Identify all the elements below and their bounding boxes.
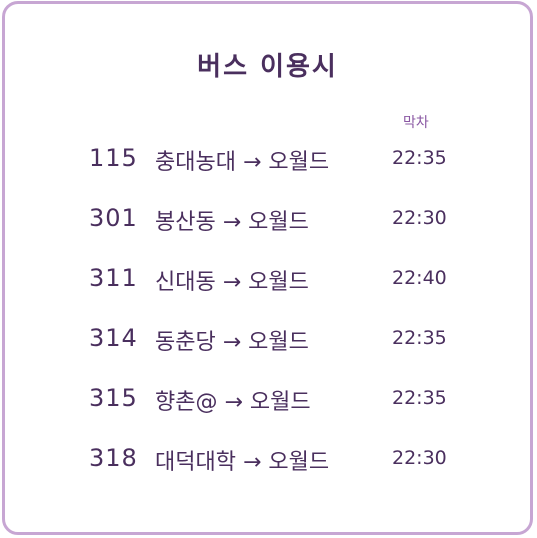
bus-number: 115 <box>89 144 138 172</box>
route-text: 봉산동 → 오월드 <box>155 210 309 235</box>
route-text: 대덕대학 → 오월드 <box>155 450 330 475</box>
bus-number: 318 <box>89 444 138 472</box>
route-row: 315 향촌@ → 오월드 22:35 <box>5 384 530 424</box>
route-row: 311 신대동 → 오월드 22:40 <box>5 264 530 304</box>
last-bus-time: 22:30 <box>392 447 447 469</box>
route-row: 301 봉산동 → 오월드 22:30 <box>5 204 530 244</box>
route-text: 신대동 → 오월드 <box>155 270 309 295</box>
last-bus-time: 22:40 <box>392 267 447 289</box>
last-bus-time: 22:35 <box>392 147 447 169</box>
last-bus-time: 22:30 <box>392 207 447 229</box>
route-row: 314 동춘당 → 오월드 22:35 <box>5 324 530 364</box>
last-bus-time: 22:35 <box>392 387 447 409</box>
bus-number: 311 <box>89 264 138 292</box>
route-text: 향촌@ → 오월드 <box>155 390 311 415</box>
route-row: 115 충대농대 → 오월드 22:35 <box>5 144 530 184</box>
bus-number: 315 <box>89 384 138 412</box>
last-bus-label: 막차 <box>403 115 429 131</box>
route-text: 동춘당 → 오월드 <box>155 330 309 355</box>
last-bus-time: 22:35 <box>392 327 447 349</box>
bus-number: 301 <box>89 204 138 232</box>
bus-number: 314 <box>89 324 138 352</box>
route-text: 충대농대 → 오월드 <box>155 150 330 175</box>
route-row: 318 대덕대학 → 오월드 22:30 <box>5 444 530 484</box>
page-title: 버스 이용시 <box>197 52 338 82</box>
